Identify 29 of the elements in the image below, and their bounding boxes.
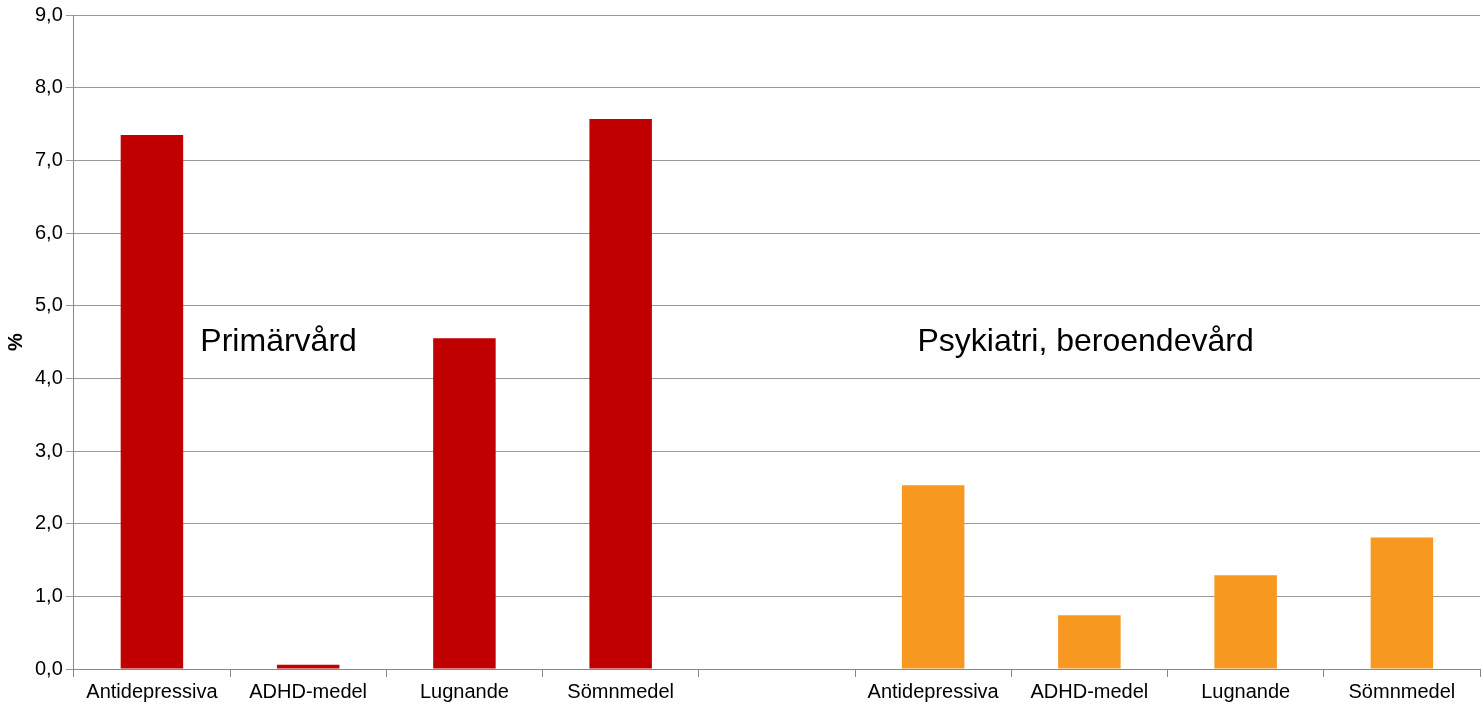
- y-tick-label: 4,0: [34, 365, 63, 388]
- bar: [1214, 575, 1277, 669]
- y-tick-label: 9,0: [34, 2, 63, 25]
- annotation: Psykiatri, beroendevård: [917, 321, 1254, 358]
- x-tick-label: ADHD-medel: [1030, 679, 1149, 702]
- y-tick-label: 6,0: [34, 220, 63, 243]
- y-tick-label: 5,0: [34, 293, 63, 316]
- y-tick-label: 8,0: [34, 75, 63, 98]
- y-tick-label: 3,0: [34, 438, 63, 461]
- x-tick-label: Sömnmedel: [1348, 679, 1456, 702]
- y-tick-label: 0,0: [34, 656, 63, 679]
- bar: [120, 134, 184, 669]
- x-tick-label: Sömnmedel: [567, 679, 675, 702]
- annotation: Primärvård: [200, 321, 357, 358]
- y-axis-title: %: [3, 332, 26, 351]
- x-tick-label: Antidepressiva: [86, 679, 219, 702]
- y-tick-label: 7,0: [34, 147, 63, 170]
- bar: [276, 664, 340, 669]
- x-tick-label: Antidepressiva: [867, 679, 1000, 702]
- bar: [1058, 615, 1121, 669]
- bar: [589, 118, 652, 669]
- x-tick-label: ADHD-medel: [249, 679, 368, 702]
- bar: [433, 338, 496, 669]
- bar: [901, 485, 965, 669]
- bar: [1370, 537, 1434, 669]
- x-tick-label: Lugnande: [1201, 679, 1291, 702]
- x-tick-label: Lugnande: [419, 679, 509, 702]
- y-tick-label: 2,0: [34, 511, 63, 534]
- y-tick-label: 1,0: [34, 583, 63, 606]
